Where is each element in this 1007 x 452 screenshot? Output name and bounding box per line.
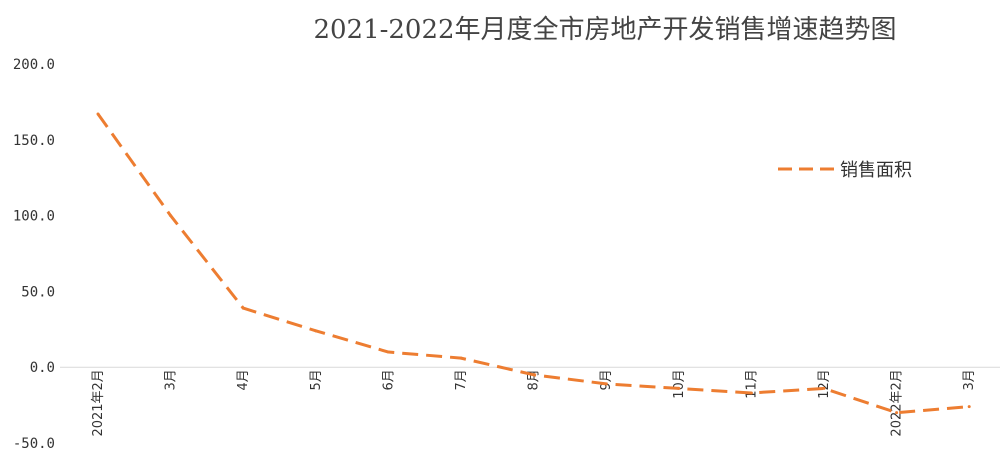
x-axis-tick-label: 2021年2月 xyxy=(91,369,106,436)
y-axis-tick-label: -50.0 xyxy=(13,436,55,452)
data-point xyxy=(822,386,826,390)
x-axis-tick-label: 2022年2月 xyxy=(890,369,905,436)
data-point xyxy=(169,214,173,218)
x-axis-tick-label: 3月 xyxy=(164,369,179,390)
legend: 销售面积 xyxy=(778,160,912,181)
data-point xyxy=(459,356,463,360)
y-axis-tick-label: 0.0 xyxy=(30,360,55,376)
x-axis-tick-label: 4月 xyxy=(236,369,251,390)
data-point xyxy=(895,411,899,415)
data-point xyxy=(96,112,100,116)
data-point xyxy=(532,373,536,377)
series-layer xyxy=(96,112,971,415)
y-axis-tick-label: 200.0 xyxy=(13,57,55,73)
x-axis-tick-label: 9月 xyxy=(599,369,614,390)
legend-label: 销售面积 xyxy=(840,160,912,181)
y-axis-tick-label: 150.0 xyxy=(13,133,55,149)
x-axis-tick-labels: 2021年2月 3月 4月 5月 6月 7月 8月 9月 10月 11月 12月 2022年2月 3月 xyxy=(91,369,977,436)
y-axis-tick-label: 50.0 xyxy=(21,284,55,300)
x-axis-tick-label: 6月 xyxy=(381,369,396,390)
x-axis-tick-label: 5月 xyxy=(309,369,324,390)
data-point xyxy=(967,405,971,409)
series-line xyxy=(96,113,970,415)
chart-title: 2021-2022年月度全市房地产开发销售增速趋势图 xyxy=(313,15,896,45)
x-axis-tick-label: 3月 xyxy=(962,369,977,390)
data-point xyxy=(749,391,753,395)
data-point xyxy=(314,329,318,333)
data-point xyxy=(241,306,245,310)
x-axis-tick-label: 7月 xyxy=(454,369,469,390)
y-axis-tick-label: 100.0 xyxy=(13,209,55,225)
data-point xyxy=(677,386,681,390)
x-axis-tick-label: 10月 xyxy=(672,369,687,399)
y-axis: 200.0 150.0 100.0 50.0 0.0 -50.0 xyxy=(13,57,55,452)
data-point xyxy=(386,350,390,354)
x-axis-tick-label: 12月 xyxy=(817,369,832,399)
data-point xyxy=(604,382,608,386)
